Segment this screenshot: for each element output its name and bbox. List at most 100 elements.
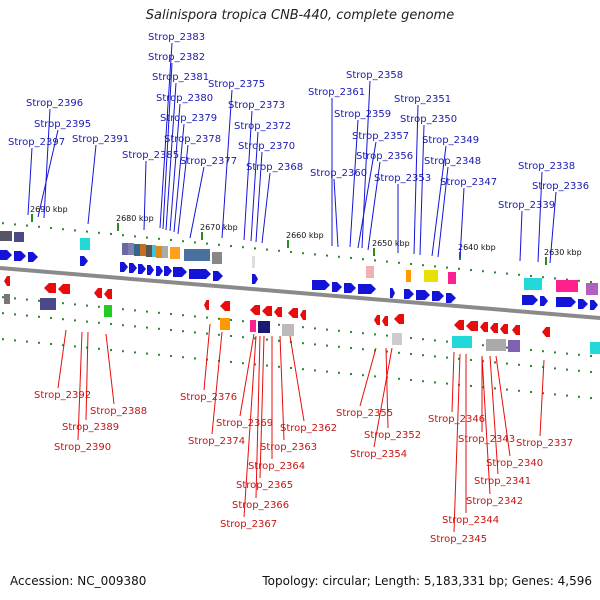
reverse-gene-label[interactable]: Strop_2343 — [458, 434, 515, 445]
gene-arrows[interactable] — [0, 250, 598, 337]
forward-gene-label[interactable]: Strop_2353 — [374, 173, 431, 184]
reverse-gene-label[interactable]: Strop_2346 — [428, 414, 485, 425]
reverse-gene-arrow[interactable] — [512, 325, 520, 335]
reverse-gene-arrow[interactable] — [250, 305, 260, 315]
reverse-gene-label[interactable]: Strop_2374 — [188, 436, 245, 447]
reverse-gene-arrow[interactable] — [204, 300, 209, 310]
reverse-gene-label[interactable]: Strop_2392 — [34, 390, 91, 401]
forward-gene-arrow[interactable] — [147, 265, 154, 275]
reverse-gene-arrow[interactable] — [480, 322, 488, 332]
forward-gene-arrow[interactable] — [0, 250, 12, 260]
reverse-gene-label[interactable]: Strop_2366 — [232, 500, 289, 511]
forward-gene-label[interactable]: Strop_2383 — [148, 32, 205, 43]
forward-gene-arrow[interactable] — [522, 295, 538, 305]
reverse-gene-arrow[interactable] — [394, 314, 404, 324]
reverse-gene-label[interactable]: Strop_2337 — [516, 438, 573, 449]
forward-gene-label[interactable]: Strop_2361 — [308, 87, 365, 98]
reverse-gene-label[interactable]: Strop_2352 — [364, 430, 421, 441]
reverse-gene-arrow[interactable] — [4, 276, 10, 286]
reverse-gene-arrow[interactable] — [94, 288, 102, 298]
forward-gene-arrow[interactable] — [358, 284, 376, 294]
reverse-gene-label[interactable]: Strop_2363 — [260, 442, 317, 453]
forward-gene-arrow[interactable] — [344, 283, 356, 293]
forward-gene-label[interactable]: Strop_2395 — [34, 119, 91, 130]
forward-gene-arrow[interactable] — [14, 251, 26, 261]
gene-labels[interactable]: Strop_2383 Strop_2382 Strop_2381 Strop_2380… — [8, 32, 589, 545]
forward-gene-label[interactable]: Strop_2360 — [310, 168, 367, 179]
forward-gene-label[interactable]: Strop_2349 — [422, 135, 479, 146]
reverse-gene-label[interactable]: Strop_2362 — [280, 423, 337, 434]
forward-gene-label[interactable]: Strop_2370 — [238, 141, 295, 152]
forward-gene-arrow[interactable] — [173, 267, 187, 277]
reverse-gene-label[interactable]: Strop_2354 — [350, 449, 407, 460]
forward-gene-arrow[interactable] — [28, 252, 38, 262]
forward-gene-label[interactable]: Strop_2396 — [26, 98, 83, 109]
forward-gene-arrow[interactable] — [332, 282, 342, 292]
forward-gene-label[interactable]: Strop_2382 — [148, 52, 205, 63]
reverse-gene-label[interactable]: Strop_2388 — [90, 406, 147, 417]
reverse-gene-label[interactable]: Strop_2355 — [336, 408, 393, 419]
reverse-gene-label[interactable]: Strop_2389 — [62, 422, 119, 433]
reverse-gene-arrow[interactable] — [220, 301, 230, 311]
forward-gene-arrow[interactable] — [80, 256, 88, 266]
forward-gene-label[interactable]: Strop_2379 — [160, 113, 217, 124]
forward-gene-arrow[interactable] — [540, 296, 548, 306]
reverse-gene-arrow[interactable] — [262, 306, 272, 316]
reverse-gene-arrow[interactable] — [490, 323, 498, 333]
forward-gene-label[interactable]: Strop_2377 — [180, 156, 237, 167]
forward-gene-arrow[interactable] — [129, 263, 137, 273]
reverse-gene-label[interactable]: Strop_2345 — [430, 534, 487, 545]
forward-gene-label[interactable]: Strop_2356 — [356, 151, 413, 162]
reverse-gene-arrow[interactable] — [500, 324, 508, 334]
forward-gene-label[interactable]: Strop_2391 — [72, 134, 129, 145]
reverse-gene-label[interactable]: Strop_2364 — [248, 461, 305, 472]
reverse-gene-label[interactable]: Strop_2365 — [236, 480, 293, 491]
forward-gene-label[interactable]: Strop_2385 — [122, 150, 179, 161]
reverse-gene-label[interactable]: Strop_2342 — [466, 496, 523, 507]
forward-gene-label[interactable]: Strop_2350 — [400, 114, 457, 125]
reverse-gene-arrow[interactable] — [300, 310, 306, 320]
reverse-gene-arrow[interactable] — [374, 315, 380, 325]
reverse-gene-arrow[interactable] — [466, 321, 478, 331]
forward-gene-label[interactable]: Strop_2378 — [164, 134, 221, 145]
genome-map[interactable]: 2690 kbp 2680 kbp 2670 kbp 2660 kbp 2650 kbp… — [0, 0, 600, 570]
reverse-gene-label[interactable]: Strop_2376 — [180, 392, 237, 403]
forward-gene-label[interactable]: Strop_2397 — [8, 137, 65, 148]
forward-gene-arrow[interactable] — [416, 290, 430, 300]
reverse-gene-arrow[interactable] — [104, 289, 112, 299]
forward-gene-label[interactable]: Strop_2375 — [208, 79, 265, 90]
forward-gene-label[interactable]: Strop_2339 — [498, 200, 555, 211]
reverse-gene-arrow[interactable] — [382, 316, 388, 326]
forward-gene-label[interactable]: Strop_2357 — [352, 131, 409, 142]
forward-gene-label[interactable]: Strop_2347 — [440, 177, 497, 188]
forward-gene-arrow[interactable] — [590, 300, 598, 310]
reverse-gene-arrow[interactable] — [542, 327, 550, 337]
reverse-gene-arrow[interactable] — [274, 307, 282, 317]
reverse-gene-label[interactable]: Strop_2340 — [486, 458, 543, 469]
forward-gene-label[interactable]: Strop_2381 — [152, 72, 209, 83]
reverse-gene-arrow[interactable] — [44, 283, 56, 293]
forward-gene-arrow[interactable] — [390, 288, 395, 298]
reverse-gene-label[interactable]: Strop_2367 — [220, 519, 277, 530]
forward-gene-label[interactable]: Strop_2358 — [346, 70, 403, 81]
forward-gene-label[interactable]: Strop_2359 — [334, 109, 391, 120]
forward-gene-label[interactable]: Strop_2338 — [518, 161, 575, 172]
forward-gene-arrow[interactable] — [189, 269, 211, 279]
forward-gene-arrow[interactable] — [556, 297, 576, 307]
forward-gene-arrow[interactable] — [432, 291, 444, 301]
forward-gene-label[interactable]: Strop_2372 — [234, 121, 291, 132]
forward-gene-arrow[interactable] — [446, 293, 456, 303]
reverse-gene-label[interactable]: Strop_2369 — [216, 418, 273, 429]
forward-gene-arrow[interactable] — [252, 274, 258, 284]
reverse-gene-label[interactable]: Strop_2344 — [442, 515, 499, 526]
forward-gene-label[interactable]: Strop_2336 — [532, 181, 589, 192]
forward-gene-label[interactable]: Strop_2351 — [394, 94, 451, 105]
forward-gene-arrow[interactable] — [404, 289, 414, 299]
reverse-gene-arrow[interactable] — [58, 284, 70, 294]
forward-gene-label[interactable]: Strop_2368 — [246, 162, 303, 173]
forward-gene-arrow[interactable] — [120, 262, 128, 272]
forward-gene-label[interactable]: Strop_2380 — [156, 93, 213, 104]
forward-gene-arrow[interactable] — [213, 271, 223, 281]
forward-gene-label[interactable]: Strop_2373 — [228, 100, 285, 111]
forward-gene-arrow[interactable] — [138, 264, 146, 274]
